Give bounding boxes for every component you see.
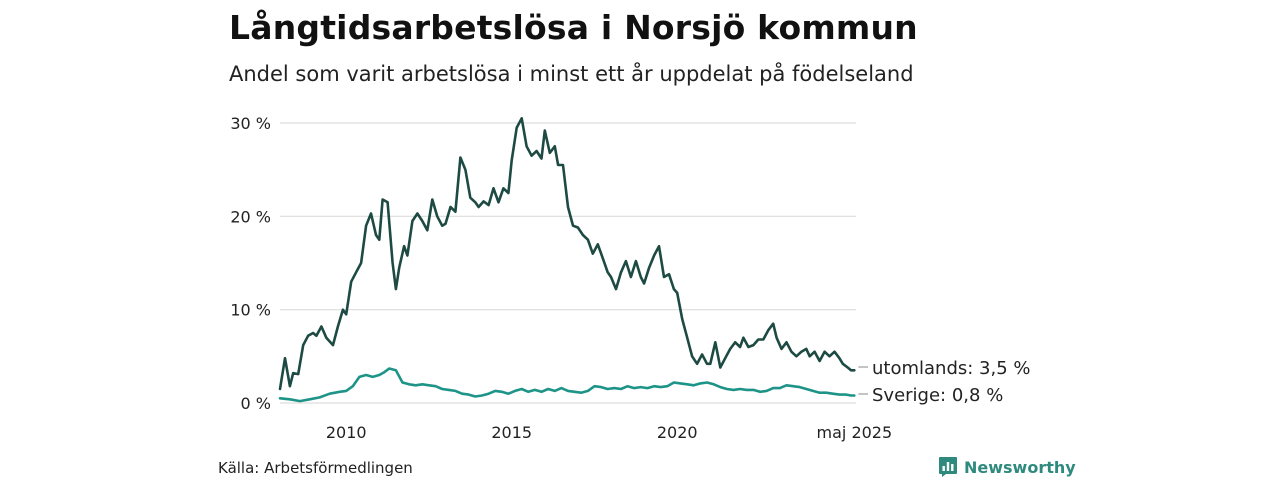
- y-axis-ticks: 0 % 10 % 20 % 30 %: [230, 114, 271, 413]
- end-labels: utomlands: 3,5 % Sverige: 0,8 %: [858, 358, 1031, 406]
- x-tick-label: maj 2025: [817, 423, 893, 442]
- x-tick-label: 2010: [326, 423, 367, 442]
- y-tick-label: 20 %: [230, 207, 271, 226]
- grid-lines: [280, 122, 856, 404]
- newsworthy-bar-chart-icon: [939, 457, 957, 477]
- brand: Newsworthy: [938, 456, 1076, 478]
- y-tick-label: 10 %: [230, 301, 271, 320]
- page-title: Långtidsarbetslösa i Norsjö kommun: [229, 8, 918, 47]
- series-line-sverige: [278, 367, 856, 403]
- end-label-sverige: Sverige: 0,8 %: [872, 385, 1003, 406]
- brand-name: Newsworthy: [964, 457, 1076, 477]
- source-note: Källa: Arbetsförmedlingen: [218, 459, 413, 477]
- y-tick-label: 30 %: [230, 114, 271, 133]
- series-lines: [278, 117, 856, 403]
- page-subtitle: Andel som varit arbetslösa i minst ett å…: [229, 62, 914, 86]
- y-tick-label: 0 %: [241, 394, 271, 413]
- end-label-utomlands: utomlands: 3,5 %: [872, 358, 1031, 379]
- x-tick-label: 2015: [491, 423, 532, 442]
- x-axis-ticks: 2010 2015 2020 maj 2025: [326, 423, 892, 442]
- series-line-utomlands: [278, 117, 856, 391]
- x-tick-label: 2020: [657, 423, 698, 442]
